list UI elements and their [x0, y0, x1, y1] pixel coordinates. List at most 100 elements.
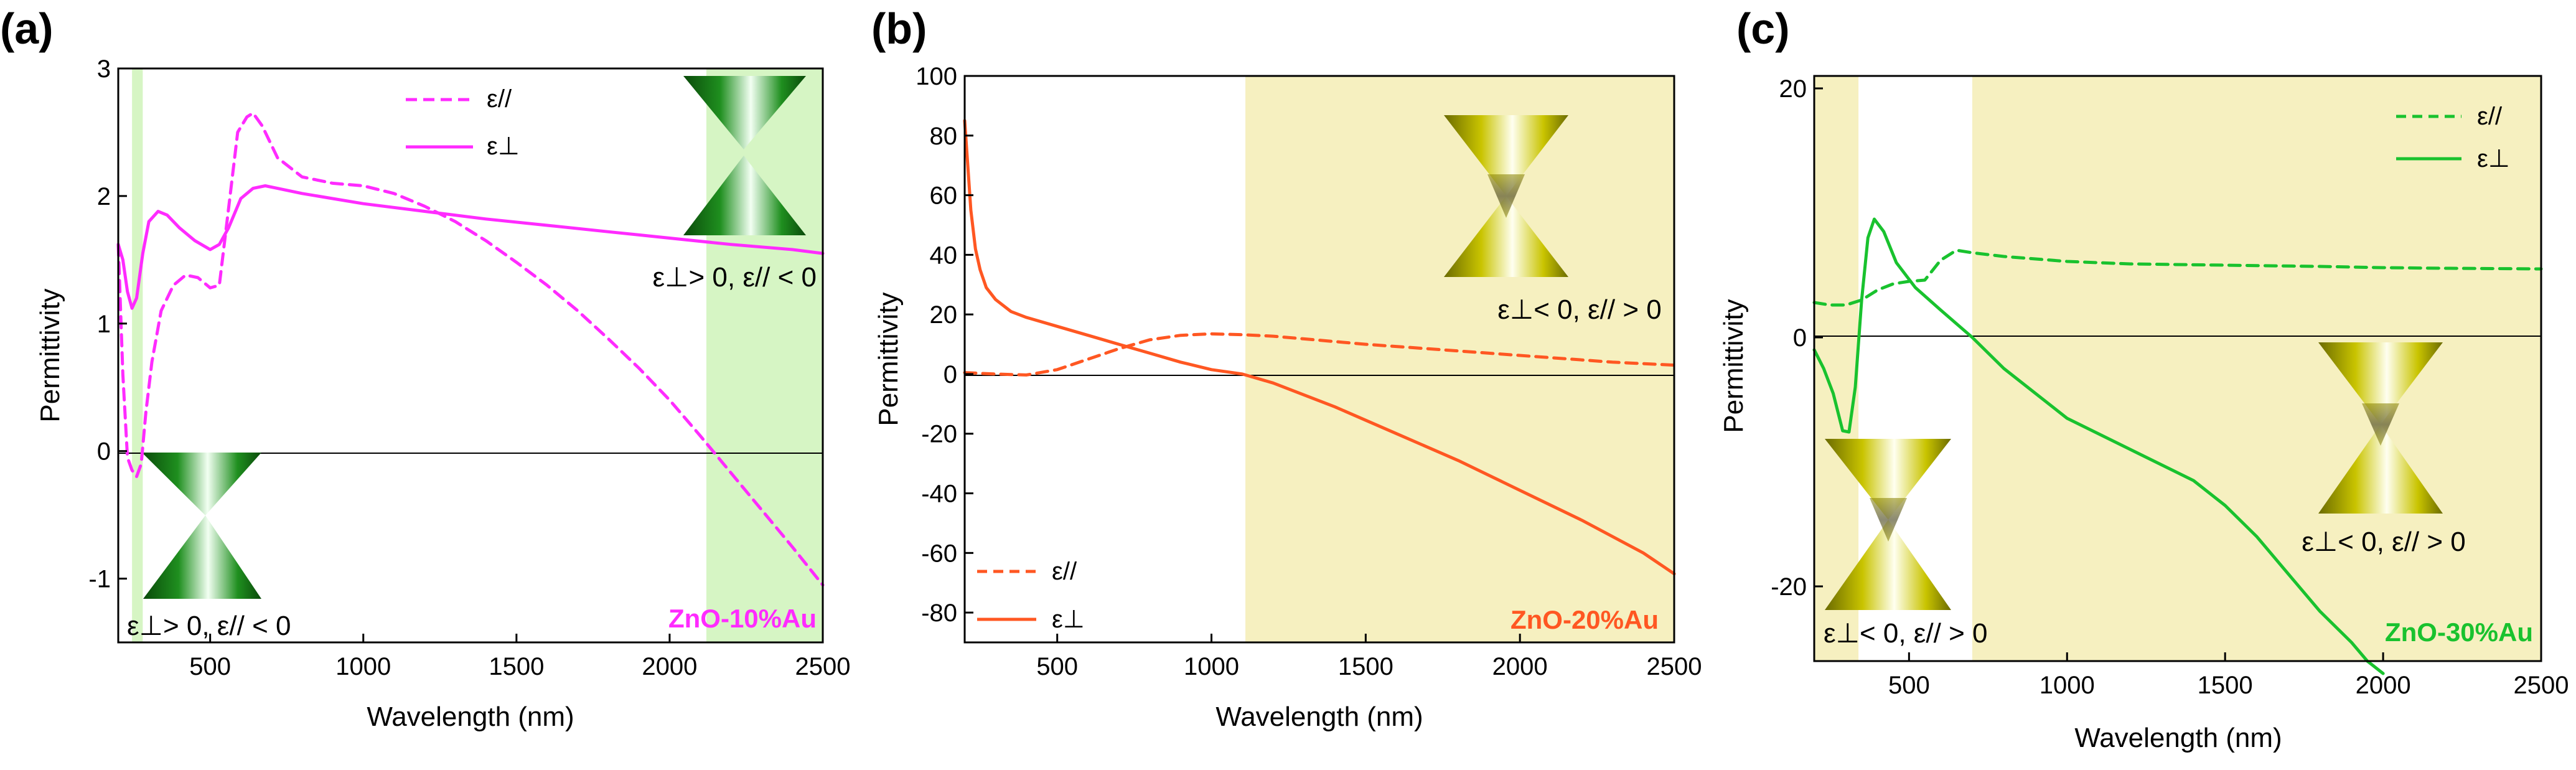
a-x-tick-label: 500 — [189, 653, 231, 680]
c-legend-label-1: ε// — [2477, 103, 2503, 130]
a-legend: ε// ε⊥ — [406, 85, 520, 160]
a-icon-type1-bottom-left — [142, 453, 261, 599]
b-series-perp-solid — [963, 119, 1676, 576]
a-shaded-region — [132, 68, 143, 642]
panel-b: 500 1000 1500 2000 2500 -80 -60 -40 -20 0 20 40 60 80… — [871, 4, 1702, 732]
a-cone-upper-icon — [683, 76, 806, 149]
a-cone-upper-icon — [142, 453, 261, 515]
b-y-tick-label: 0 — [944, 361, 957, 388]
a-ticks: 500 1000 1500 2000 2500 -1 0 1 2 3 — [88, 55, 850, 680]
b-xlabel: Wavelength (nm) — [1215, 702, 1423, 732]
c-cone-waist-icon — [2362, 403, 2399, 446]
a-y-tick-label: 2 — [97, 183, 111, 210]
a-series — [116, 111, 825, 587]
c-legend: ε// ε⊥ — [2396, 103, 2510, 172]
a-x-tick-label: 1500 — [489, 653, 544, 680]
b-y-tick-label: 40 — [930, 242, 958, 269]
a-y-tick-label: 1 — [97, 311, 111, 338]
c-legend-label-2: ε⊥ — [2477, 145, 2510, 172]
panel-c: 500 1000 1500 2000 2500 -20 0 20 (c) Wavelength… — [1718, 4, 2569, 753]
b-panel-letter: (b) — [871, 4, 927, 53]
b-shaded-region — [1245, 76, 1674, 642]
c-x-tick-label: 1500 — [2198, 672, 2253, 699]
c-shaded-region — [1972, 76, 2541, 661]
b-x-tick-label: 2500 — [1647, 653, 1702, 680]
c-xlabel: Wavelength (nm) — [2074, 723, 2282, 753]
a-x-tick-label: 2500 — [795, 653, 851, 680]
c-cone-upper-icon — [1825, 439, 1951, 520]
b-y-tick-label: -80 — [921, 599, 957, 627]
c-cone-lower-icon — [2318, 425, 2443, 514]
b-y-tick-label: 80 — [930, 123, 958, 150]
a-sample-label: ZnO-10%Au — [668, 604, 817, 633]
a-x-tick-label: 1000 — [335, 653, 391, 680]
b-y-tick-label: 20 — [930, 301, 958, 329]
a-y-tick-label: 3 — [97, 55, 111, 83]
a-legend-label-1: ε// — [487, 85, 512, 113]
a-annotation-top: ε⊥> 0, ε// < 0 — [653, 262, 817, 293]
c-cone-waist-icon — [1870, 498, 1907, 542]
b-cone-waist-icon — [1487, 174, 1525, 218]
c-ticks: 500 1000 1500 2000 2500 -20 0 20 — [1771, 75, 2569, 699]
b-x-tick-label: 500 — [1036, 653, 1078, 680]
b-sample-label: ZnO-20%Au — [1510, 605, 1659, 634]
a-y-tick-label: 0 — [97, 438, 111, 466]
b-legend-label-2: ε⊥ — [1052, 606, 1085, 633]
c-icon-type2-left — [1825, 439, 1951, 610]
a-icon-type1-top-right — [683, 76, 806, 235]
a-annotation-bottom: ε⊥> 0, ε// < 0 — [127, 611, 291, 641]
a-cone-lower-icon — [683, 156, 806, 235]
c-panel-letter: (c) — [1736, 4, 1790, 53]
a-ylabel: Permittivity — [35, 288, 65, 422]
c-y-tick-label: 0 — [1793, 324, 1807, 352]
b-legend: ε// ε⊥ — [977, 558, 1085, 633]
c-cone-upper-icon — [2318, 342, 2443, 425]
a-panel-letter: (a) — [0, 4, 54, 53]
b-ylabel: Permittivity — [873, 292, 904, 426]
a-cone-lower-icon — [143, 515, 261, 599]
a-plot-frame — [117, 67, 824, 644]
b-x-tick-label: 1500 — [1338, 653, 1393, 680]
a-bands — [132, 68, 823, 642]
c-x-tick-label: 500 — [1888, 672, 1930, 699]
c-x-tick-label: 1000 — [2040, 672, 2095, 699]
c-y-tick-label: 20 — [1779, 75, 1807, 103]
a-series-perp-solid — [116, 184, 825, 310]
a-xlabel: Wavelength (nm) — [367, 702, 574, 732]
c-x-tick-label: 2000 — [2356, 672, 2411, 699]
c-cone-lower-icon — [1825, 520, 1951, 610]
c-shaded-region — [1814, 76, 1859, 661]
b-annotation: ε⊥< 0, ε// > 0 — [1497, 294, 1661, 325]
c-series — [1812, 217, 2543, 675]
b-cone-upper-icon — [1444, 115, 1568, 196]
c-plot-frame — [1813, 75, 2542, 662]
b-series-parallel-dashed — [963, 332, 1676, 377]
b-y-tick-label: -40 — [921, 481, 957, 508]
a-legend-label-2: ε⊥ — [487, 133, 520, 160]
panel-a: 500 1000 1500 2000 2500 -1 0 1 2 3 (a) Wavelength… — [0, 4, 850, 732]
b-series — [963, 119, 1676, 576]
b-ticks: 500 1000 1500 2000 2500 -80 -60 -40 -20 0 20 40 60 80… — [916, 63, 1702, 680]
b-x-tick-label: 2000 — [1492, 653, 1548, 680]
b-icon-type2 — [1444, 115, 1568, 277]
b-y-tick-label: -20 — [921, 421, 957, 448]
c-series-perp-solid — [1812, 217, 2385, 675]
b-legend-label-1: ε// — [1052, 558, 1077, 585]
b-cone-lower-icon — [1444, 196, 1568, 277]
a-y-tick-label: -1 — [88, 566, 111, 593]
a-series-parallel-dashed — [116, 111, 825, 587]
c-x-tick-label: 2500 — [2514, 672, 2569, 699]
c-annotation-left: ε⊥< 0, ε// > 0 — [1824, 618, 1987, 649]
b-plot-frame — [963, 75, 1675, 644]
c-sample-label: ZnO-30%Au — [2385, 617, 2533, 647]
c-annotation-right: ε⊥< 0, ε// > 0 — [2302, 527, 2465, 557]
b-x-tick-label: 1000 — [1184, 653, 1239, 680]
b-y-tick-label: -60 — [921, 540, 957, 567]
a-x-tick-label: 2000 — [642, 653, 697, 680]
c-ylabel: Permittivity — [1718, 299, 1749, 433]
b-bands — [1245, 76, 1674, 642]
b-y-tick-label: 100 — [916, 63, 957, 90]
c-icon-type2-right — [2318, 342, 2443, 514]
c-bands — [1814, 76, 2541, 661]
